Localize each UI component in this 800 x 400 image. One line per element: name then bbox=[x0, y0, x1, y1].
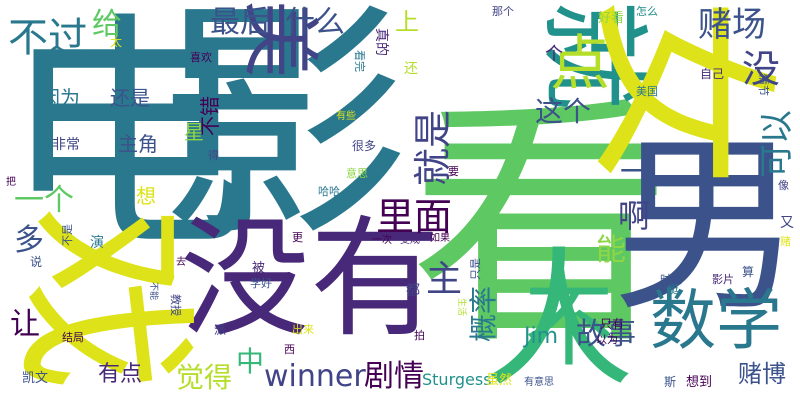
word-keyi: 可以 bbox=[757, 110, 797, 178]
word-kaiwen: 凯文 bbox=[22, 371, 49, 386]
word-henduo: 很多 bbox=[352, 139, 377, 153]
word-xi2: 西 bbox=[284, 343, 295, 356]
word-duchang: 赌场 bbox=[698, 5, 766, 45]
word-duo: 多 bbox=[14, 223, 44, 258]
word-dou: 都 bbox=[406, 283, 420, 299]
word-shihou: 时候 bbox=[660, 273, 682, 286]
word-jim: Jim bbox=[524, 324, 559, 349]
word-pai: 派 bbox=[214, 323, 227, 337]
word-juede: 觉得 bbox=[176, 361, 233, 394]
word-shenghuo: 生活 bbox=[456, 298, 466, 317]
word-ziji: 自己 bbox=[700, 67, 725, 81]
word-xiang2: 像 bbox=[778, 179, 789, 192]
word-rang: 让 bbox=[10, 307, 40, 342]
word-zhege: 这个 bbox=[535, 95, 592, 128]
word-zhende: 真的 bbox=[373, 28, 389, 56]
word-nan: 男 bbox=[612, 116, 800, 337]
word-meiguo: 美国 bbox=[636, 85, 658, 98]
word-xuehao: 学好 bbox=[250, 277, 272, 290]
word-tai: 太 bbox=[110, 35, 123, 49]
word-jieju: 结局 bbox=[62, 331, 84, 344]
word-ting: 挺 bbox=[668, 283, 679, 296]
word-qu: 去 bbox=[176, 257, 186, 268]
word-zuihou: 最后 bbox=[210, 5, 270, 40]
word-xiangdao: 想到 bbox=[686, 375, 713, 390]
word-shuo: 说 bbox=[30, 255, 43, 269]
word-juqing: 剧情 bbox=[364, 359, 424, 394]
word-shenme: 什么 bbox=[285, 5, 345, 40]
word-xiang: 想 bbox=[136, 184, 156, 208]
word-youyisi: 有意思 bbox=[524, 377, 554, 388]
word-zenme: 怎么 bbox=[636, 5, 658, 18]
word-bushi: 不是 bbox=[61, 224, 74, 246]
word-limian: 里面 bbox=[376, 195, 453, 239]
word-huan: 还 bbox=[404, 61, 418, 77]
word-bu-big: 不 bbox=[524, 274, 614, 379]
word-zhong: 中 bbox=[236, 345, 265, 378]
word-de: 得 bbox=[208, 149, 219, 162]
word-suiran: 虽然 bbox=[486, 373, 513, 388]
word-ge: 个 bbox=[545, 44, 563, 65]
word-zhujue: 主角 bbox=[118, 132, 158, 156]
word-a: 啊 bbox=[618, 197, 651, 235]
word-chulai: 出来 bbox=[292, 323, 314, 336]
word-ying: 影 bbox=[158, 0, 411, 272]
word-geng: 更 bbox=[292, 231, 303, 244]
word-zhishi: 只是 bbox=[469, 258, 482, 280]
word-mei-side: 没 bbox=[742, 47, 781, 91]
word-zhu: 主 bbox=[426, 259, 463, 300]
word-sturgess: Sturgess bbox=[422, 370, 492, 389]
word-shang: 上 bbox=[395, 8, 419, 36]
word-yisi: 意思 bbox=[346, 167, 368, 180]
word-dian: 电 bbox=[2, 0, 252, 282]
word-yinwei: 因为 bbox=[40, 86, 80, 110]
word-ren: 人 bbox=[484, 234, 635, 400]
word-buguo: 不过 bbox=[8, 15, 88, 61]
word-bei: 被 bbox=[252, 261, 266, 276]
word-neng: 能 bbox=[596, 233, 626, 268]
word-haishi: 还是 bbox=[110, 86, 150, 110]
word-qingjie: 情节 bbox=[757, 74, 770, 96]
word-youdian: 有点 bbox=[98, 362, 143, 387]
word-buneng: 不能 bbox=[148, 282, 158, 301]
word-biancheng: 变成 bbox=[400, 235, 420, 246]
word-dian-small: 点 bbox=[550, 29, 610, 99]
word-dubo: 赌博 bbox=[738, 360, 786, 388]
word-pai2: 拍 bbox=[414, 329, 425, 342]
word-yiwei: 以为 bbox=[596, 333, 618, 346]
word-yige: 一个 bbox=[14, 183, 74, 218]
word-ba: 把 bbox=[6, 177, 16, 188]
word-si: 斯 bbox=[664, 375, 677, 389]
word-kan: 看 bbox=[410, 74, 672, 379]
word-kanwan: 看完 bbox=[353, 50, 366, 72]
word-shuxue: 数学 bbox=[650, 282, 782, 359]
word-xihuan: 喜欢 bbox=[190, 51, 212, 64]
word-gushi: 故事 bbox=[576, 317, 636, 352]
word-yici: 一次 bbox=[372, 235, 392, 246]
word-jiushi: 就是 bbox=[411, 110, 455, 187]
word-you: 又 bbox=[780, 215, 794, 231]
word-ruguo: 如果 bbox=[430, 233, 450, 244]
word-jiaoshou: 教授 bbox=[169, 294, 182, 316]
word-gei: 给 bbox=[92, 7, 122, 42]
word-yan: 演 bbox=[90, 235, 104, 251]
word-winner: winner bbox=[264, 359, 366, 394]
word-nage: 那个 bbox=[492, 5, 514, 18]
word-haokan: 好看 bbox=[598, 11, 625, 26]
word-zhiyou: 只有 bbox=[600, 317, 625, 331]
word-suan: 算 bbox=[742, 265, 755, 279]
word-yao: 要 bbox=[448, 165, 459, 178]
word-gailv: 概率 bbox=[467, 286, 500, 343]
word-yingpian: 影片 bbox=[712, 273, 734, 286]
word-feichang: 非常 bbox=[52, 137, 80, 153]
word-du: 赌 bbox=[780, 235, 791, 248]
word-haha: 哈哈 bbox=[318, 185, 340, 198]
word-youxie: 有些 bbox=[336, 111, 356, 122]
word-meiyou: 没有 bbox=[180, 203, 441, 355]
word-xing: 星 bbox=[184, 120, 204, 144]
word-yi: 一 bbox=[620, 155, 650, 190]
